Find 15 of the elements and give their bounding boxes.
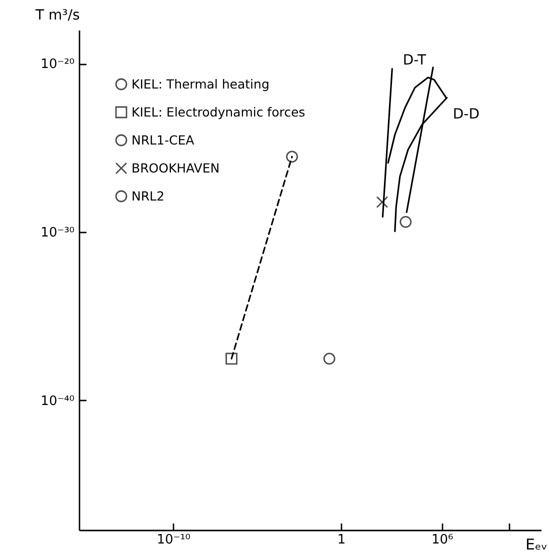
y-axis-title: T m³/s bbox=[34, 8, 80, 24]
legend-label: BROOKHAVEN bbox=[132, 160, 220, 176]
legend-label: KIEL: Electrodynamic forces bbox=[132, 104, 306, 120]
series-label: D-T bbox=[402, 52, 426, 69]
y-tick-label: 10⁻³⁰ bbox=[40, 226, 74, 241]
legend-label: NRL2 bbox=[132, 188, 164, 204]
x-tick-label: 10⁶ bbox=[431, 532, 454, 548]
y-tick-label: 10⁻²⁰ bbox=[40, 57, 74, 72]
x-axis-title: Eₑᵥ bbox=[526, 536, 548, 554]
series-label: D-D bbox=[452, 106, 480, 123]
legend-label: NRL1-CEA bbox=[132, 132, 195, 148]
legend-label: KIEL: Thermal heating bbox=[132, 76, 270, 92]
y-tick-label: 10⁻⁴⁰ bbox=[40, 394, 74, 409]
x-tick-label: 1 bbox=[337, 532, 346, 548]
x-tick-label: 10⁻¹⁰ bbox=[156, 532, 191, 548]
